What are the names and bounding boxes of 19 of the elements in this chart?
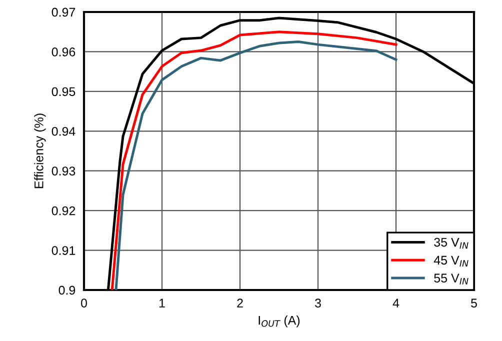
y-tick-label: 0.96 (52, 48, 76, 56)
legend-label: 35 V$_{IN}$ (434, 238, 468, 249)
x-tick-label: 5 (471, 298, 477, 308)
y-tick-label: 0.92 (52, 206, 76, 216)
y-tick-label: 0.93 (52, 166, 76, 176)
y-axis-title: Efficiency (%) (34, 114, 46, 188)
y-tick-label: 0.9 (58, 286, 76, 295)
y-tick-label: 0.91 (52, 246, 76, 255)
legend-label: 45 V$_{IN}$ (434, 256, 468, 267)
legend-label: 55 V$_{IN}$ (434, 274, 468, 284)
x-tick-label: 2 (237, 298, 243, 308)
y-tick-label: 0.94 (52, 126, 76, 136)
x-tick-label: 3 (315, 298, 321, 308)
x-tick-label: 1 (159, 298, 165, 308)
x-axis-title: I$_{OUT}$ (A) (258, 316, 300, 328)
y-tick-label: 0.95 (52, 87, 76, 96)
x-tick-label: 0 (81, 298, 87, 308)
y-tick-label: 0.97 (52, 8, 76, 17)
x-tick-label: 4 (392, 298, 400, 308)
